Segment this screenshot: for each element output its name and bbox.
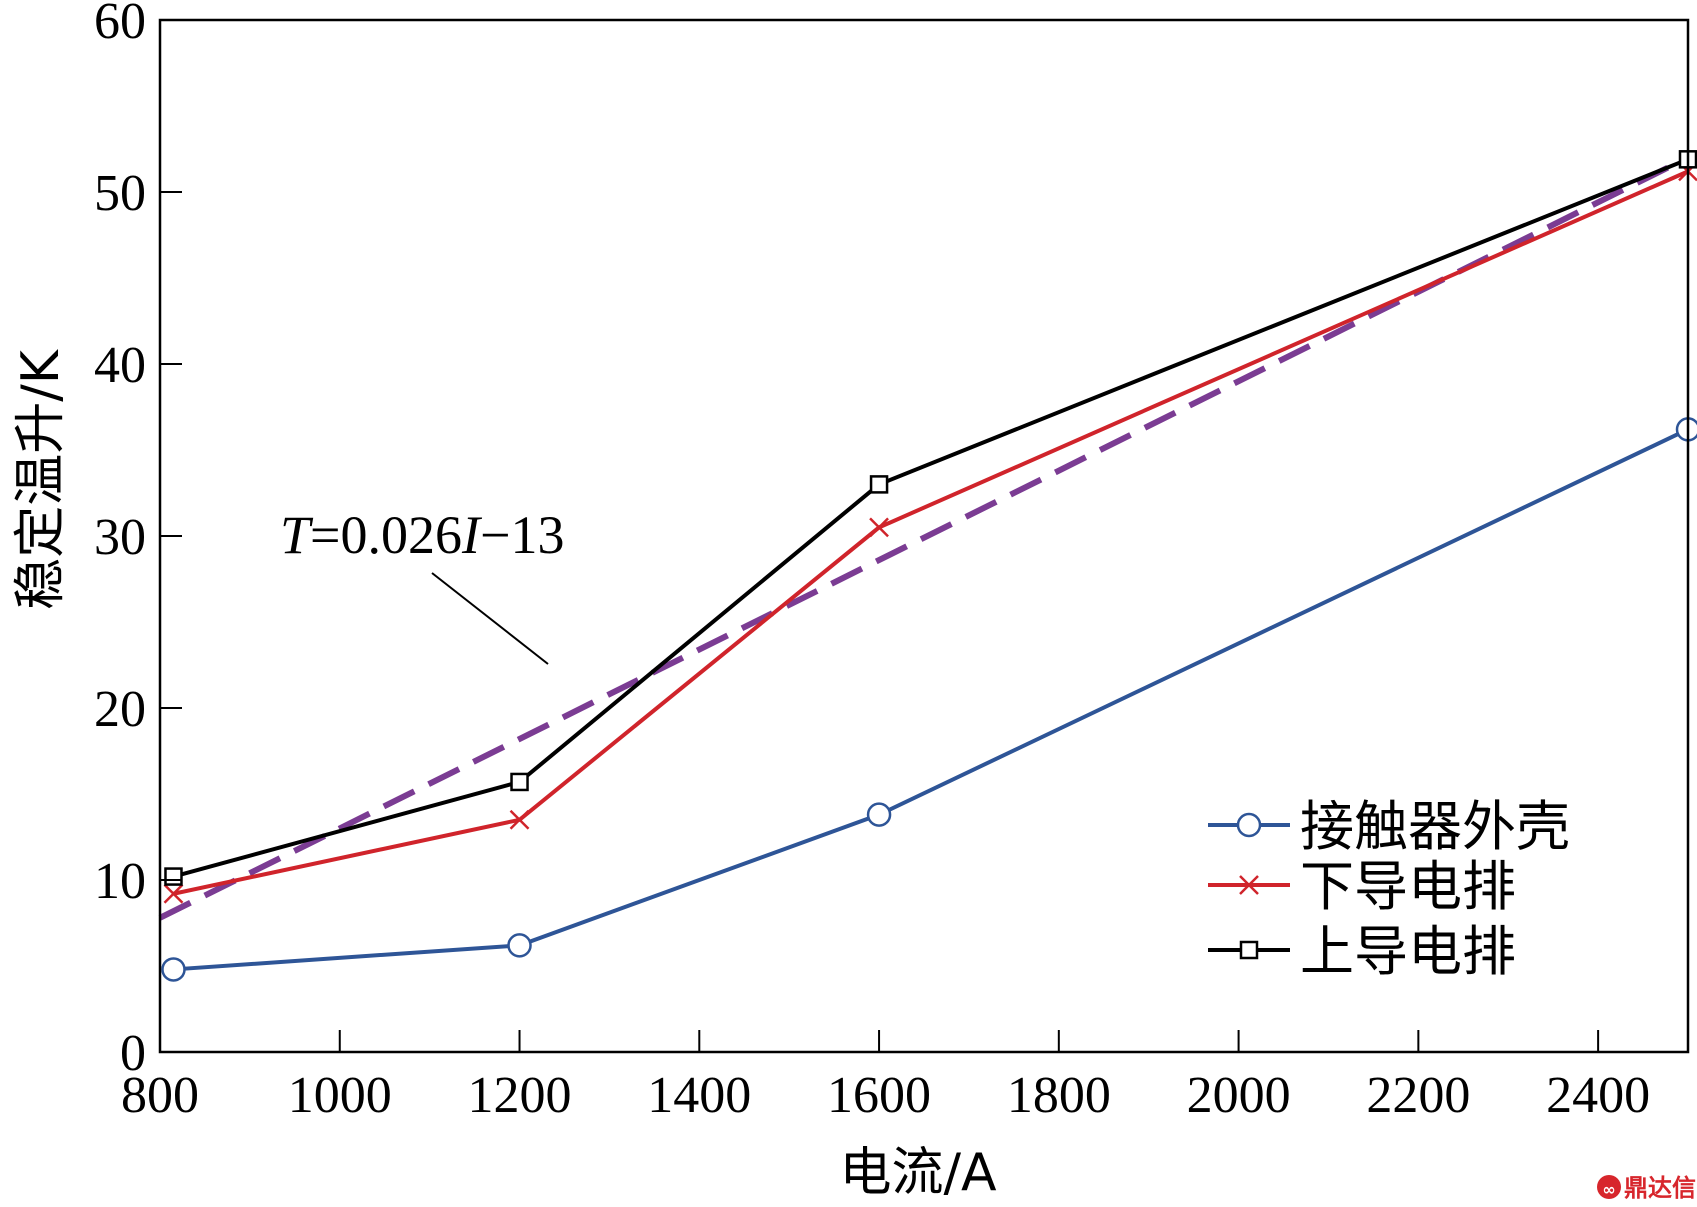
legend-label: 下导电排 xyxy=(1300,855,1516,918)
y-tick-label: 20 xyxy=(94,681,146,738)
x-tick-label: 2000 xyxy=(1187,1067,1291,1124)
marker-square xyxy=(1239,940,1259,960)
marker-x-stroke xyxy=(509,809,530,830)
marker-x xyxy=(1239,875,1259,895)
y-tick-label: 50 xyxy=(94,165,146,222)
legend-label: 接触器外壳 xyxy=(1300,795,1570,858)
marker-x-stroke xyxy=(869,517,889,538)
marker-x xyxy=(869,517,889,538)
marker-x xyxy=(163,883,184,904)
y-axis-title: 稳定温升/K xyxy=(11,348,71,610)
marker-circle xyxy=(866,802,892,827)
x-tick-label: 1200 xyxy=(468,1067,572,1124)
fit-equation-T: T xyxy=(280,505,314,565)
watermark: ∞ 鼎达信 xyxy=(1597,1174,1696,1202)
marker-circle xyxy=(1236,812,1262,838)
marker-x xyxy=(509,809,530,830)
logo-icon xyxy=(1597,1175,1621,1199)
marker-x-stroke xyxy=(163,883,184,904)
fit-equation-label: T=0.026I−13 xyxy=(280,505,564,565)
x-tick-label: 1600 xyxy=(827,1067,931,1124)
y-tick-label: 60 xyxy=(94,0,146,50)
legend-entry: 接触器外壳 xyxy=(1208,795,1570,858)
series-layer xyxy=(161,150,1697,982)
fit-equation-mid: =0.026 xyxy=(310,505,462,565)
x-tick-label: 800 xyxy=(121,1067,199,1124)
x-axis-title: 电流/A xyxy=(839,1143,997,1203)
series-line xyxy=(172,157,1689,879)
y-tick-label: 30 xyxy=(94,509,146,566)
fit-equation-end: −13 xyxy=(480,505,564,565)
legend-entry: 上导电排 xyxy=(1208,920,1516,983)
watermark-text: 鼎达信 xyxy=(1624,1174,1696,1202)
series-line xyxy=(173,427,1689,972)
y-tick-label: 0 xyxy=(120,1025,146,1082)
series-line xyxy=(173,169,1689,896)
fit-annotation: T=0.026I−13 xyxy=(280,505,564,665)
ticks-layer: 800 1000 1200 1400 1600 1800 2000 2200 2400 0 10 20… xyxy=(94,0,1650,1124)
marker-circle xyxy=(507,933,532,958)
x-tick-label: 1800 xyxy=(1007,1067,1111,1124)
svg-text:∞: ∞ xyxy=(1602,1180,1615,1199)
marker-square xyxy=(510,772,529,792)
fit-annotation-leader xyxy=(431,572,549,665)
marker-square xyxy=(869,475,889,494)
y-tick-label: 10 xyxy=(94,853,146,910)
fit-equation-I: I xyxy=(461,505,483,565)
series-1 xyxy=(161,417,1697,982)
x-tick-label: 1400 xyxy=(647,1067,751,1124)
marker-x-stroke xyxy=(1239,875,1259,895)
legend-entry: 下导电排 xyxy=(1208,855,1516,918)
marker-circle xyxy=(161,957,186,982)
y-tick-label: 40 xyxy=(94,337,146,394)
x-tick-label: 2400 xyxy=(1546,1067,1650,1124)
legend-label: 上导电排 xyxy=(1300,920,1516,983)
x-tick-label: 1000 xyxy=(288,1067,392,1124)
marker-square xyxy=(164,867,183,886)
x-tick-label: 2200 xyxy=(1366,1067,1470,1124)
